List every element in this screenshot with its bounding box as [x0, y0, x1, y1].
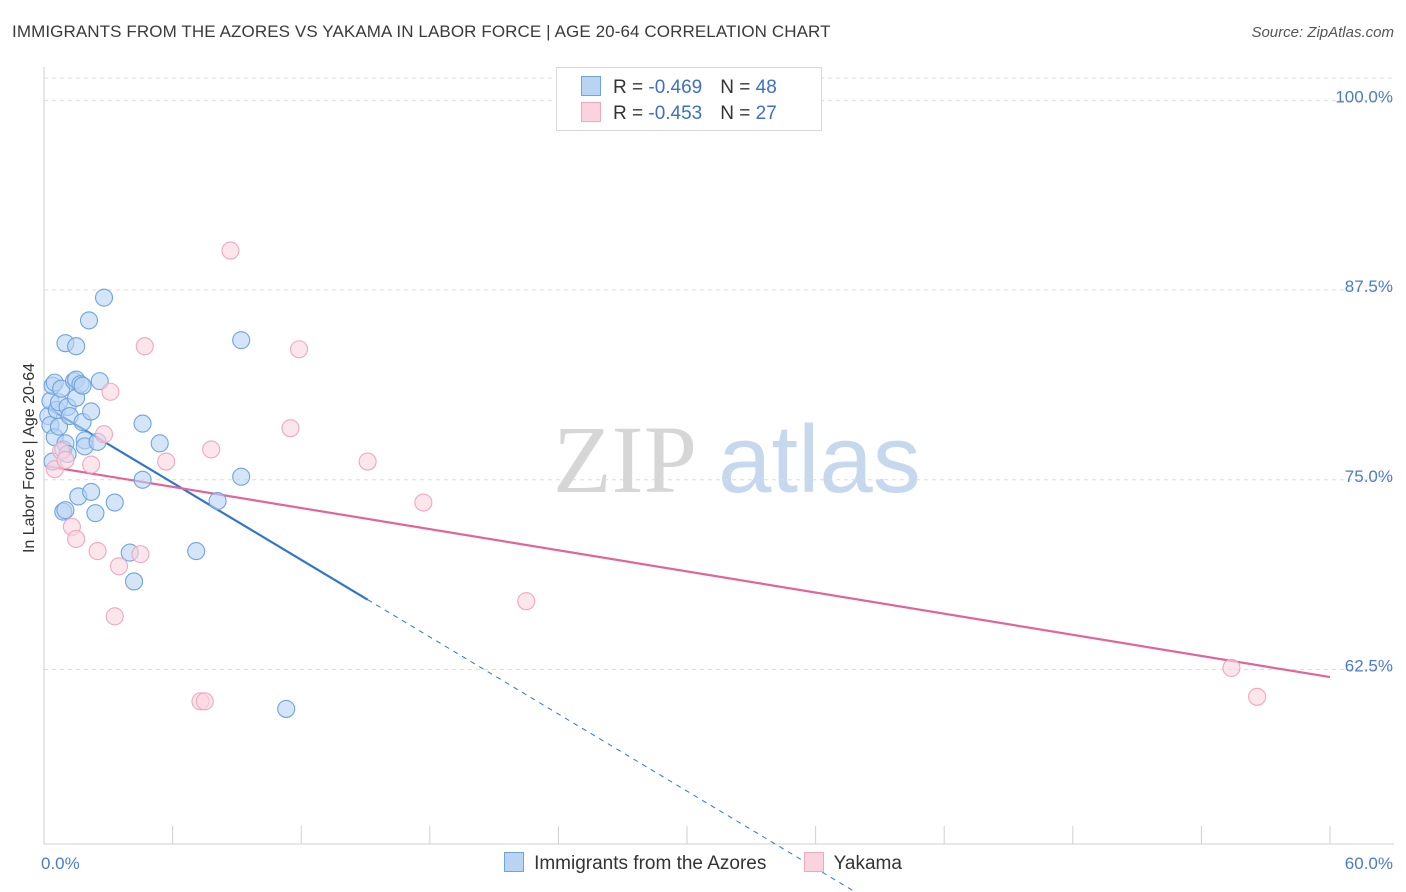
correlation-legend: R = -0.469 N = 48 R = -0.453 N = 27	[556, 67, 822, 131]
x-tick-label: 60.0%	[1345, 854, 1393, 873]
point-azores	[133, 414, 152, 433]
point-yakama	[131, 545, 150, 564]
point-azores	[277, 699, 296, 718]
point-yakama	[56, 450, 75, 470]
data-points	[39, 241, 1267, 718]
point-azores	[150, 434, 169, 453]
axes	[43, 67, 1394, 845]
series-name-yakama: Yakama	[833, 853, 902, 874]
point-azores	[67, 337, 86, 356]
watermark: ZIP atlas	[553, 406, 921, 513]
series-name-azores: Immigrants from the Azores	[534, 853, 767, 874]
legend-r-label: R =	[613, 77, 649, 98]
point-azores	[232, 467, 251, 486]
y-tick-label: 100.0%	[1335, 87, 1393, 106]
series-swatch-azores	[504, 852, 525, 872]
point-azores	[133, 470, 152, 489]
watermark-zip: ZIP	[553, 406, 697, 513]
point-yakama	[202, 440, 221, 459]
point-azores	[82, 482, 101, 501]
point-azores	[56, 501, 75, 520]
point-azores	[124, 572, 144, 591]
legend-r-value-azores: -0.469	[648, 77, 703, 98]
point-azores	[94, 288, 114, 307]
point-yakama	[135, 337, 154, 356]
point-yakama	[195, 692, 214, 711]
point-yakama	[517, 592, 536, 611]
point-yakama	[290, 340, 309, 359]
point-azores	[105, 493, 124, 512]
y-axis-title: In Labor Force | Age 20-64	[21, 363, 38, 553]
axis-labels: 100.0% 87.5% 75.0% 62.5% 0.0% 60.0% In Labor F…	[21, 87, 1393, 873]
legend-swatch-azores	[581, 76, 601, 96]
series-legend-yakama[interactable]: Yakama	[803, 852, 902, 875]
point-azores	[90, 372, 109, 391]
gridlines	[44, 77, 1394, 670]
legend-n-label: N =	[720, 103, 756, 124]
x-tick-label: 0.0%	[41, 854, 80, 873]
legend-n-label: N =	[720, 77, 756, 98]
point-yakama	[88, 542, 107, 561]
point-yakama	[1222, 658, 1241, 678]
point-yakama	[1248, 687, 1267, 706]
legend-n-value-azores: 48	[755, 77, 777, 98]
point-azores	[232, 331, 251, 350]
source-credit: Source: ZipAtlas.com	[1251, 24, 1394, 41]
legend-n-value-yakama: 27	[755, 103, 777, 124]
point-yakama	[105, 607, 124, 626]
point-azores	[208, 491, 227, 511]
legend-row-yakama: R = -0.453 N = 27	[581, 102, 777, 126]
legend-row-azores: R = -0.469 N = 48	[581, 76, 777, 100]
point-yakama	[281, 419, 300, 438]
point-azores	[49, 417, 69, 436]
legend-swatch-yakama	[581, 102, 601, 122]
trend-extension-0	[367, 599, 857, 892]
trend-line-1	[45, 465, 1331, 679]
point-azores	[73, 376, 92, 395]
y-tick-label: 87.5%	[1345, 277, 1393, 296]
point-azores	[79, 311, 99, 330]
point-azores	[82, 402, 101, 421]
point-yakama	[358, 452, 377, 471]
y-tick-label: 62.5%	[1345, 656, 1393, 675]
legend-r-value-yakama: -0.453	[648, 103, 703, 124]
series-swatch-yakama	[803, 852, 824, 872]
point-azores	[187, 542, 206, 561]
point-azores	[86, 504, 105, 523]
legend-r-label: R =	[613, 103, 649, 124]
y-tick-label: 75.0%	[1345, 467, 1393, 486]
watermark-atlas: atlas	[718, 406, 921, 513]
chart-title: IMMIGRANTS FROM THE AZORES VS YAKAMA IN …	[12, 22, 831, 41]
point-yakama	[94, 425, 114, 444]
point-yakama	[157, 452, 176, 471]
series-legend-azores[interactable]: Immigrants from the Azores	[504, 852, 766, 875]
point-yakama	[109, 557, 129, 576]
point-yakama	[82, 455, 101, 474]
point-yakama	[221, 241, 240, 260]
series-legend: Immigrants from the Azores Yakama	[0, 852, 1406, 875]
point-yakama	[101, 382, 120, 401]
point-yakama	[67, 529, 86, 549]
point-yakama	[414, 493, 433, 512]
